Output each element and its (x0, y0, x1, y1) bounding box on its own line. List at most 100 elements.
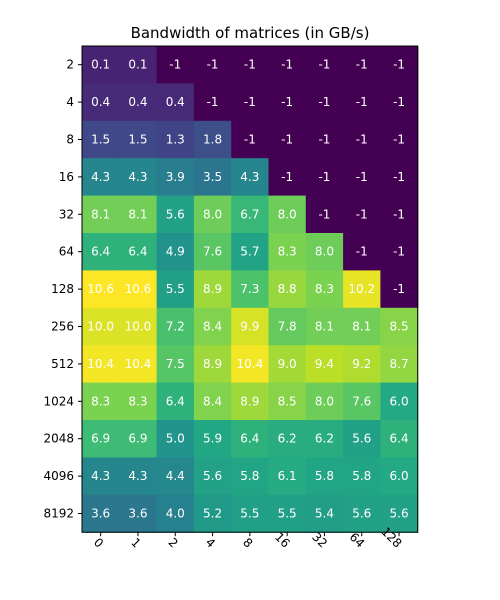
cell-value-label: -1 (356, 133, 368, 147)
heatmap-cell (305, 158, 344, 197)
cell-value-label: 5.2 (203, 507, 222, 521)
cell-value-label: 5.6 (352, 507, 371, 521)
cell-value-label: 8.0 (315, 245, 334, 259)
heatmap-cell (119, 420, 158, 458)
y-tick-label: 512 (51, 357, 74, 371)
cell-value-label: -1 (318, 207, 330, 221)
cell-value-label: 7.5 (166, 357, 185, 371)
cell-value-label: 5.5 (278, 507, 297, 521)
cell-value-label: -1 (281, 133, 293, 147)
heatmap-cell (193, 46, 232, 84)
heatmap-cell (156, 158, 195, 197)
cell-value-label: -1 (281, 58, 293, 72)
heatmap-cell (156, 345, 195, 384)
cell-value-label: 8.0 (278, 207, 297, 221)
heatmap-cell (231, 382, 270, 421)
cell-value-label: 10.0 (125, 320, 152, 334)
cell-value-label: 8.1 (352, 320, 371, 334)
heatmap-cell (231, 83, 270, 122)
cell-value-label: -1 (207, 58, 219, 72)
cell-value-label: 7.6 (203, 245, 222, 259)
heatmap-cell (380, 195, 419, 234)
cell-value-label: 10.2 (348, 282, 375, 296)
cell-value-label: 8.0 (315, 394, 334, 408)
heatmap-cell (268, 457, 307, 496)
heatmap-cell (268, 120, 307, 159)
heatmap-cell (268, 494, 307, 533)
cell-value-label: 5.5 (166, 282, 185, 296)
heatmap-cell (82, 420, 120, 458)
heatmap-cell (305, 494, 344, 533)
y-tick-label: 256 (51, 320, 74, 334)
cell-value-label: 8.9 (203, 282, 222, 296)
cell-value-label: 0.1 (128, 58, 147, 72)
cell-value-label: -1 (244, 95, 256, 109)
heatmap-cell (156, 233, 195, 271)
heatmap-cell (343, 420, 381, 458)
cell-value-label: -1 (318, 170, 330, 184)
cell-value-label: 6.4 (166, 394, 185, 408)
heatmap-cell (193, 307, 232, 346)
heatmap-cell (380, 457, 419, 496)
cell-value-label: 10.4 (236, 357, 263, 371)
heatmap-cells (82, 46, 419, 533)
heatmap-cell (380, 345, 419, 384)
chart-title: Bandwidth of matrices (in GB/s) (131, 24, 370, 42)
cell-value-label: -1 (393, 282, 405, 296)
x-tick-label: 0 (91, 535, 106, 550)
cell-value-label: 8.4 (203, 320, 222, 334)
heatmap-cell (343, 233, 381, 271)
cell-value-label: 8.9 (240, 394, 259, 408)
heatmap-cell (268, 345, 307, 384)
cell-value-label: 5.6 (352, 432, 371, 446)
heatmap-cell (231, 307, 270, 346)
cell-value-label: 7.8 (278, 320, 297, 334)
heatmap-cell (193, 494, 232, 533)
heatmap-cell (380, 120, 419, 159)
heatmap-cell (156, 120, 195, 159)
heatmap-cell (231, 120, 270, 159)
cell-value-label: 6.2 (278, 432, 297, 446)
heatmap-cell (193, 382, 232, 421)
heatmap-cell (193, 195, 232, 234)
cell-value-label: -1 (356, 58, 368, 72)
heatmap-cell (231, 195, 270, 234)
cell-value-label: 3.5 (203, 170, 222, 184)
cell-value-label: -1 (244, 58, 256, 72)
heatmap-cell (343, 83, 381, 122)
cell-value-label: -1 (281, 95, 293, 109)
heatmap-cell (82, 233, 120, 271)
heatmap-cell (305, 46, 344, 84)
cell-value-label: -1 (318, 133, 330, 147)
heatmap-cell (156, 382, 195, 421)
heatmap-cell (82, 83, 120, 122)
heatmap-cell (193, 120, 232, 159)
heatmap-cell (82, 457, 120, 496)
heatmap-cell (268, 270, 307, 309)
heatmap-cell (119, 307, 158, 346)
cell-value-label: 4.3 (91, 170, 110, 184)
heatmap-cell (305, 457, 344, 496)
heatmap-cell-labels: 0.1 0.1 -1 -1 -1 -1 -1 -1 -1 0.4 0.4 0.4 -1 -1 -1 -1 -1 -… (87, 58, 408, 521)
y-tick-label: 128 (51, 282, 74, 296)
heatmap-cell (343, 158, 381, 197)
heatmap-cell (193, 83, 232, 122)
cell-value-label: -1 (356, 95, 368, 109)
heatmap-cell (380, 270, 419, 309)
cell-value-label: 5.8 (240, 469, 259, 483)
cell-value-label: 3.9 (166, 170, 185, 184)
heatmap-cell (268, 233, 307, 271)
cell-value-label: 6.1 (278, 469, 297, 483)
y-axis: 2 4 8 16 32 64 128 256 512 1024 2048 4096 8192 (43, 58, 82, 521)
cell-value-label: 4.4 (166, 469, 185, 483)
cell-value-label: 4.3 (91, 469, 110, 483)
cell-value-label: -1 (393, 207, 405, 221)
heatmap-cell (380, 46, 419, 84)
heatmap-cell (268, 195, 307, 234)
heatmap-cell (156, 195, 195, 234)
cell-value-label: -1 (281, 170, 293, 184)
heatmap-cell (82, 382, 120, 421)
heatmap-cell (380, 494, 419, 533)
x-tick-label: 4 (203, 535, 218, 550)
heatmap-cell (82, 494, 120, 533)
